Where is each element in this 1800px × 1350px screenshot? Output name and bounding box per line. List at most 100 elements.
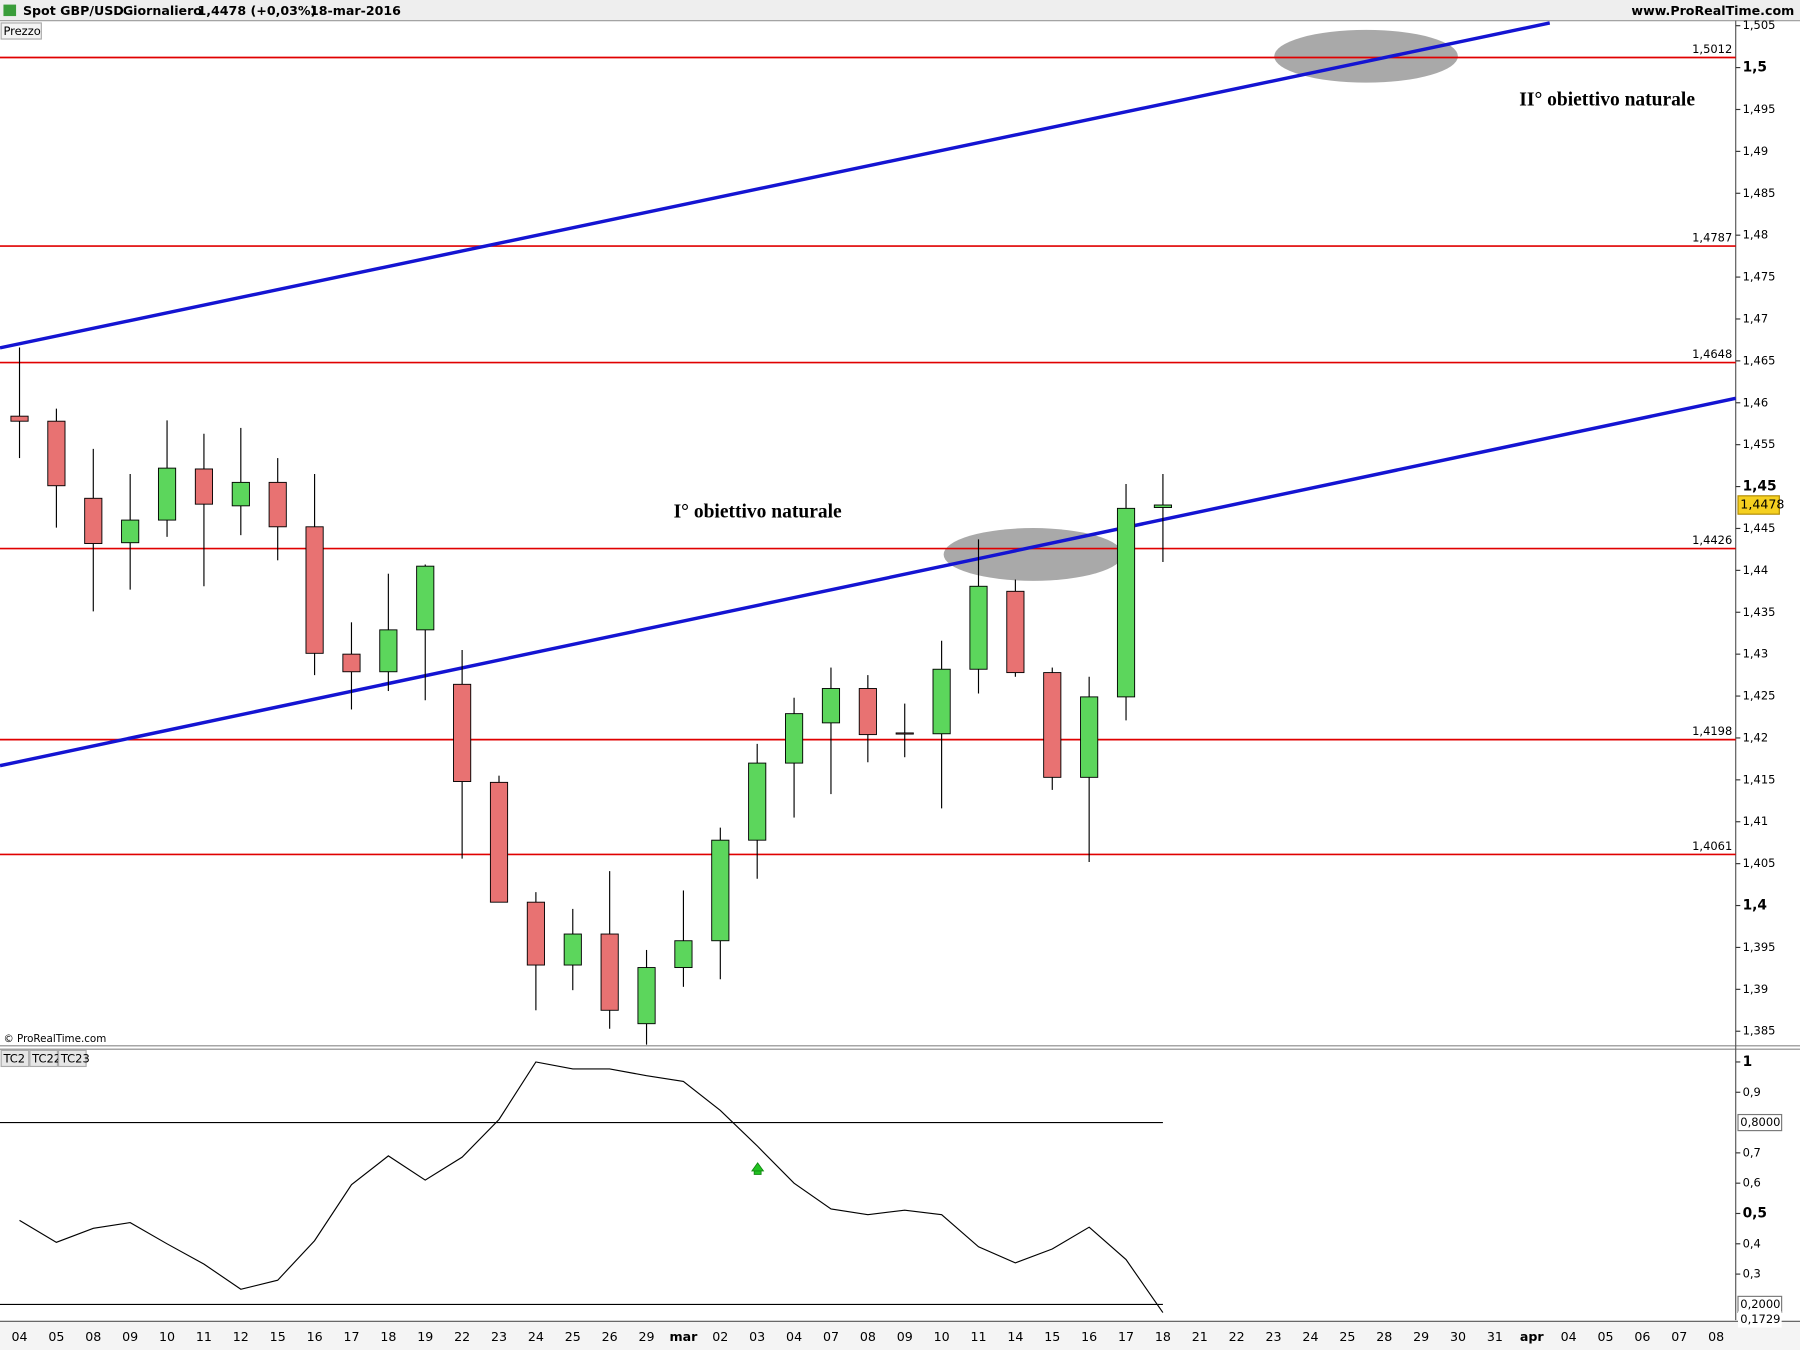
level-label: 1,4787 — [1692, 231, 1732, 245]
candle-body — [268, 481, 287, 528]
series-tag: TC2 — [2, 1051, 25, 1065]
source: www.ProRealTime.com — [1631, 3, 1794, 18]
y-tick-label: 1,45 — [1743, 479, 1777, 495]
y-tick-label: 1,39 — [1743, 982, 1769, 996]
y-tick-label: 1,405 — [1743, 856, 1776, 870]
last-price-label: 1,4478 — [1740, 497, 1784, 512]
last-price-box — [1737, 495, 1780, 515]
x-tick-label: 11 — [196, 1329, 212, 1344]
y-tick-label: 0,3 — [1743, 1267, 1761, 1281]
y-tick-label: 1,47 — [1743, 311, 1769, 325]
x-tick-label: 25 — [565, 1329, 581, 1344]
x-tick-label: 06 — [1634, 1329, 1650, 1344]
y-tick-label: 1,415 — [1743, 772, 1776, 786]
candle-body — [932, 668, 951, 735]
timeframe: Giornaliero — [123, 3, 202, 18]
level-label: 0,2000 — [1740, 1297, 1780, 1311]
candle-body — [416, 565, 435, 631]
candle-body — [342, 653, 361, 673]
annotation: I° obiettivo naturale — [674, 502, 842, 523]
x-tick-label: 17 — [343, 1329, 359, 1344]
candle-body — [1080, 696, 1099, 778]
candle-body — [1006, 590, 1025, 674]
candle-body — [1043, 672, 1062, 778]
panel-label-box — [0, 22, 42, 40]
candle-body — [526, 901, 545, 966]
x-tick-label: 18 — [1155, 1329, 1171, 1344]
candle-body — [1153, 504, 1172, 508]
x-tick-label: 16 — [307, 1329, 323, 1344]
marks — [10, 347, 1172, 1045]
y-tick-label: 1,485 — [1743, 186, 1776, 200]
x-tick-label: 05 — [48, 1329, 64, 1344]
candle-body — [969, 585, 988, 670]
x-tick-label: 04 — [1561, 1329, 1577, 1344]
annotation: II° obiettivo naturale — [1519, 90, 1695, 111]
signal-arrow — [751, 1162, 765, 1175]
x-tick-label: 29 — [1413, 1329, 1429, 1344]
x-tick-label: 07 — [823, 1329, 839, 1344]
candle-body — [10, 415, 29, 422]
x-tick-label: 16 — [1081, 1329, 1097, 1344]
x-tick-label: 23 — [491, 1329, 507, 1344]
trend-line — [0, 21, 1551, 350]
x-tick-label: 25 — [1339, 1329, 1355, 1344]
y-tick-label: 1,4 — [1743, 898, 1767, 914]
y-tick-label: 1,505 — [1743, 18, 1776, 32]
candle-body — [674, 940, 693, 969]
level-label: 1,5012 — [1692, 42, 1732, 56]
candle-body — [489, 781, 509, 903]
x-tick-label: 02 — [712, 1329, 728, 1344]
candle-body — [895, 732, 914, 735]
x-tick-label: apr — [1520, 1329, 1545, 1344]
x-tick-label: 11 — [970, 1329, 986, 1344]
x-tick-label: 17 — [1118, 1329, 1134, 1344]
candle-body — [453, 683, 472, 782]
level-label: 0,8000 — [1740, 1115, 1780, 1129]
chart-title: Spot GBP/USD — [23, 3, 124, 18]
series-tag: TC22 — [31, 1051, 61, 1065]
app-icon — [3, 4, 17, 17]
y-tick-label: 1,395 — [1743, 940, 1776, 954]
y-tick-label: 1,48 — [1743, 228, 1769, 242]
x-tick-label: 22 — [454, 1329, 470, 1344]
candle-body — [305, 526, 324, 654]
x-tick-label: 08 — [85, 1329, 101, 1344]
last-value-box — [1738, 1311, 1782, 1328]
copyright: © ProRealTime.com — [3, 1033, 106, 1045]
x-tick-label: 10 — [159, 1329, 175, 1344]
series-tag: TC23 — [60, 1051, 90, 1065]
series-tag-box — [29, 1049, 58, 1068]
candle-body — [121, 519, 140, 544]
y-tick-label: 0,5 — [1743, 1205, 1767, 1221]
y-tick-label: 1,49 — [1743, 144, 1769, 158]
header-bar — [0, 0, 1800, 21]
x-tick-label: mar — [669, 1329, 698, 1344]
y-tick-label: 1,385 — [1743, 1024, 1776, 1038]
y-tick-label: 1,43 — [1743, 647, 1769, 661]
x-tick-label: 12 — [233, 1329, 249, 1344]
x-axis-bar — [0, 1321, 1800, 1350]
x-tick-label: 24 — [1302, 1329, 1318, 1344]
candle-body — [84, 497, 103, 545]
y-tick-label: 0,9 — [1743, 1085, 1761, 1099]
y-tick-label: 1,435 — [1743, 605, 1776, 619]
candle-body — [563, 933, 582, 966]
x-tick-label: 15 — [1044, 1329, 1060, 1344]
x-tick-label: 22 — [1229, 1329, 1245, 1344]
y-tick-label: 1,475 — [1743, 270, 1776, 284]
y-tick-label: 1,44 — [1743, 563, 1769, 577]
x-tick-label: 30 — [1450, 1329, 1466, 1344]
series-tag-box — [0, 1049, 30, 1068]
date: 18-mar-2016 — [310, 3, 401, 18]
x-tick-label: 03 — [749, 1329, 765, 1344]
y-tick-label: 0,6 — [1743, 1176, 1761, 1190]
x-tick-label: 04 — [786, 1329, 802, 1344]
oscillator-line — [19, 1061, 1164, 1313]
level-label: 1,4426 — [1692, 533, 1732, 547]
candle-body — [711, 839, 730, 942]
x-tick-label: 19 — [417, 1329, 433, 1344]
x-tick-label: 07 — [1671, 1329, 1687, 1344]
candle-body — [157, 467, 177, 521]
x-tick-label: 08 — [860, 1329, 876, 1344]
